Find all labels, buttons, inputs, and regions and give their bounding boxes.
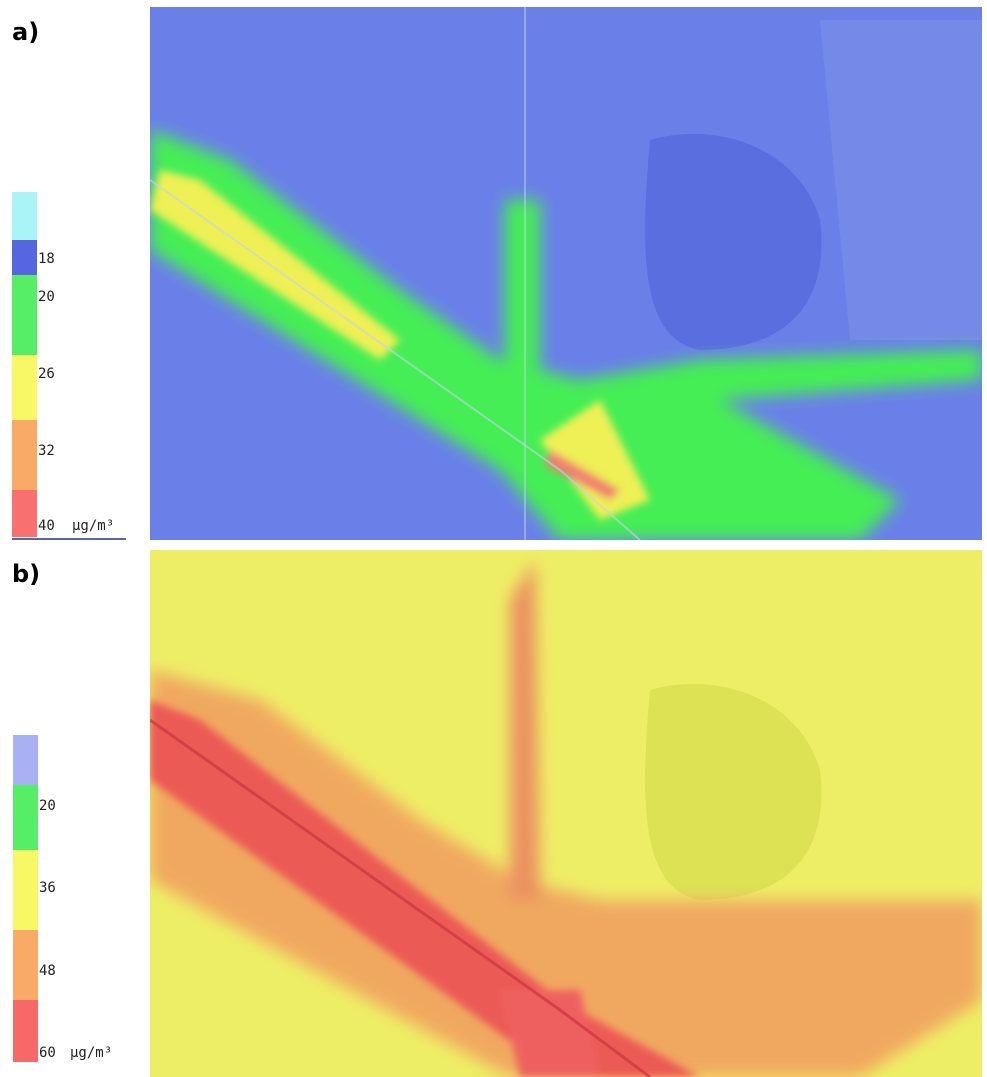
legend-swatch	[13, 1000, 38, 1062]
legend-b: 20 36 48 60 µg/m³	[13, 735, 112, 1062]
legend-swatch	[13, 735, 38, 785]
legend-swatch	[12, 490, 37, 537]
legend-swatch	[13, 930, 38, 1000]
legend-swatch	[12, 240, 37, 275]
figure: a) 18 20 26 32 40 µg/m³ b)	[0, 0, 987, 1077]
page: a) 18 20 26 32 40 µg/m³ b)	[0, 0, 987, 1077]
legend-swatch	[12, 275, 37, 355]
legend-tick: 20	[39, 798, 56, 814]
panel-label: a)	[12, 18, 39, 46]
legend-tick: 18	[38, 251, 55, 267]
legend-swatch	[12, 192, 37, 240]
legend-swatch	[13, 850, 38, 930]
map-a	[150, 7, 982, 540]
legend-swatch	[12, 420, 37, 490]
map-b	[150, 550, 982, 1077]
legend-swatch	[12, 355, 37, 420]
legend-tick: 36	[39, 880, 56, 896]
legend-tick: 60	[39, 1045, 56, 1061]
legend-tick: 20	[38, 289, 55, 305]
legend-tick: 40	[38, 518, 55, 534]
legend-tick: 26	[38, 366, 55, 382]
legend-a: 18 20 26 32 40 µg/m³	[12, 192, 126, 539]
legend-swatch	[13, 785, 38, 850]
panel-label: b)	[12, 560, 40, 588]
legend-tick: 48	[39, 963, 56, 979]
legend-unit: µg/m³	[70, 1045, 112, 1061]
legend-tick: 32	[38, 443, 55, 459]
legend-unit: µg/m³	[72, 518, 114, 534]
